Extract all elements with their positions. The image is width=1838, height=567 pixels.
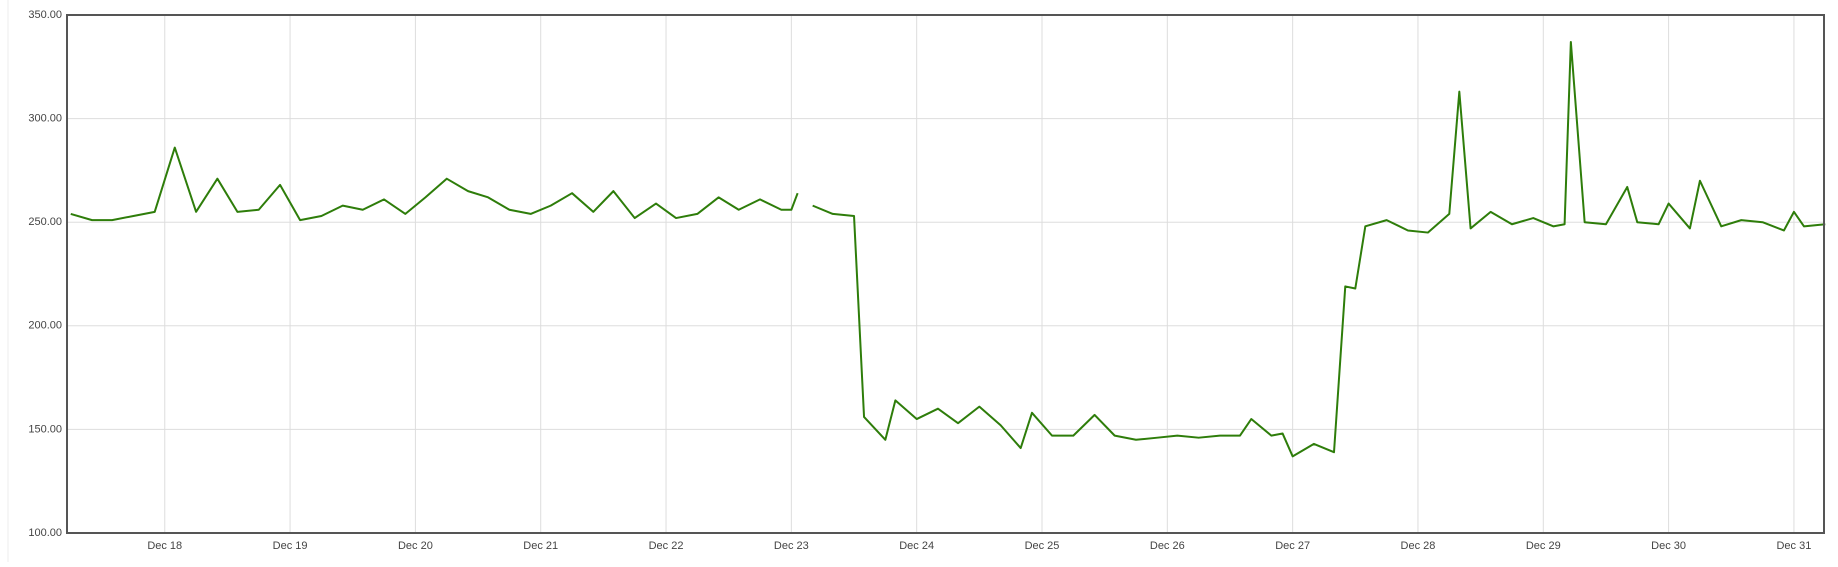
- x-tick-label: Dec 20: [398, 540, 433, 552]
- x-tick-label: Dec 19: [273, 540, 308, 552]
- x-tick-label: Dec 31: [1776, 540, 1811, 552]
- labels: 100.00 150.00 200.00 250.00 300.00 350.00 Dec …: [28, 9, 1811, 552]
- y-tick-label: 250.00: [28, 216, 62, 228]
- x-tick-label: Dec 18: [147, 540, 182, 552]
- plot-border: [66, 14, 1825, 534]
- y-tick-label: 200.00: [28, 320, 62, 332]
- x-tick-label: Dec 26: [1150, 540, 1185, 552]
- x-tick-label: Dec 22: [649, 540, 684, 552]
- x-tick-label: Dec 27: [1275, 540, 1310, 552]
- plot: [70, 40, 1826, 458]
- data-line: [70, 40, 1826, 458]
- y-tick-label: 150.00: [28, 423, 62, 435]
- x-tick-label: Dec 28: [1401, 540, 1436, 552]
- x-tick-label: Dec 21: [523, 540, 558, 552]
- grid: [67, 14, 1824, 534]
- x-tick-label: Dec 30: [1651, 540, 1686, 552]
- x-tick-label: Dec 25: [1025, 540, 1060, 552]
- x-tick-label: Dec 29: [1526, 540, 1561, 552]
- y-tick-label: 100.00: [28, 527, 62, 539]
- y-tick-label: 300.00: [28, 113, 62, 125]
- x-tick-label: Dec 24: [899, 540, 934, 552]
- y-tick-label: 350.00: [28, 9, 62, 21]
- x-tick-label: Dec 23: [774, 540, 809, 552]
